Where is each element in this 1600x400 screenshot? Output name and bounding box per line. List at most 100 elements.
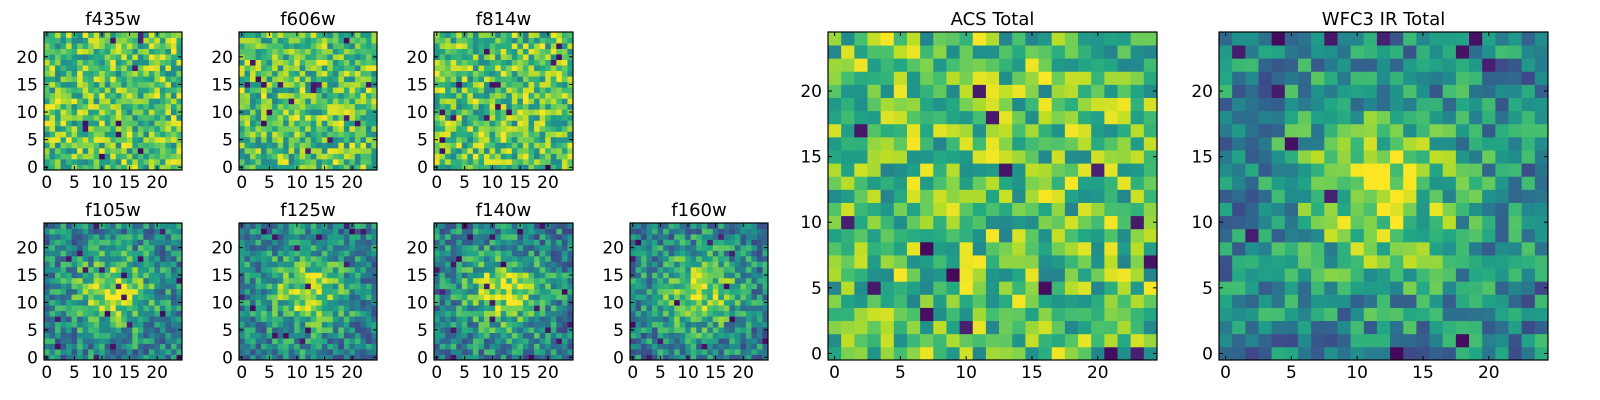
heatmap-cell xyxy=(511,109,518,116)
heatmap-cell xyxy=(434,87,440,94)
heatmap-cell xyxy=(170,255,177,262)
heatmap-cell xyxy=(472,288,479,295)
heatmap-cell xyxy=(478,48,485,55)
heatmap-cell xyxy=(751,223,758,229)
heatmap-cell xyxy=(550,349,557,355)
heatmap-cell xyxy=(354,158,361,165)
heatmap-cell xyxy=(472,250,479,257)
heatmap-cell xyxy=(99,327,106,333)
heatmap-cell xyxy=(461,76,468,83)
heatmap-cell xyxy=(88,223,95,229)
heatmap-cell xyxy=(450,250,457,257)
heatmap-cell xyxy=(332,250,339,257)
heatmap-cell xyxy=(99,233,106,240)
heatmap-cell xyxy=(104,299,111,306)
heatmap-cell xyxy=(723,277,730,284)
heatmap-cell xyxy=(299,299,306,306)
heatmap-cell xyxy=(567,277,574,284)
heatmap-cell xyxy=(343,305,350,312)
heatmap-cell xyxy=(310,250,317,257)
heatmap-cell xyxy=(310,125,317,132)
heatmap-cell xyxy=(299,310,306,317)
heatmap-cell xyxy=(690,294,697,301)
heatmap-cell xyxy=(121,65,128,72)
heatmap-cell xyxy=(729,223,736,229)
heatmap-cell xyxy=(354,98,361,105)
heatmap-cell xyxy=(99,294,106,301)
heatmap-cell xyxy=(484,37,490,44)
heatmap-cell xyxy=(299,266,306,273)
heatmap-cell xyxy=(489,147,496,154)
heatmap-cell xyxy=(718,272,725,279)
heatmap-cell xyxy=(478,299,485,306)
heatmap-cell xyxy=(450,59,457,66)
heatmap-cell xyxy=(1012,294,1026,308)
heatmap-cell xyxy=(148,153,155,160)
heatmap-cell xyxy=(652,288,658,295)
heatmap-cell xyxy=(762,261,769,268)
heatmap-cell xyxy=(360,338,367,344)
heatmap-cell xyxy=(354,70,361,77)
heatmap-cell xyxy=(121,87,128,94)
heatmap-cell xyxy=(478,255,485,262)
heatmap-cell xyxy=(176,158,183,165)
heatmap-cell xyxy=(854,163,868,177)
heatmap-cell xyxy=(310,103,317,110)
heatmap-cell xyxy=(841,189,855,203)
heatmap-cell xyxy=(255,349,262,355)
heatmap-cell xyxy=(176,43,183,49)
heatmap-cell xyxy=(1104,268,1118,282)
heatmap-cell xyxy=(456,59,463,66)
heatmap-cell xyxy=(115,158,122,165)
heatmap-cell xyxy=(148,332,155,339)
heatmap-cell xyxy=(305,131,312,138)
heatmap-cell xyxy=(283,158,290,165)
heatmap-cell xyxy=(82,164,89,171)
heatmap-cell xyxy=(365,255,372,262)
heatmap-cell xyxy=(495,32,502,38)
heatmap-cells xyxy=(434,32,574,171)
heatmap-cell xyxy=(115,228,122,235)
heatmap-cell xyxy=(60,136,67,143)
heatmap-cell xyxy=(522,114,529,121)
heatmap-cell xyxy=(641,321,647,328)
heatmap-cell xyxy=(729,272,736,279)
heatmap-cell xyxy=(283,283,290,290)
heatmap-cell xyxy=(49,87,56,94)
heatmap-cell xyxy=(321,321,328,328)
heatmap-cell xyxy=(528,239,535,246)
heatmap-cell xyxy=(461,81,468,88)
heatmap-cell xyxy=(500,266,507,273)
heatmap-cell xyxy=(148,327,155,333)
heatmap-cell xyxy=(635,321,642,328)
heatmap-cell xyxy=(44,43,50,49)
heatmap-cell xyxy=(1012,241,1026,256)
heatmap-cell xyxy=(456,272,463,279)
heatmap-cell xyxy=(349,48,356,55)
heatmap-cell xyxy=(762,321,769,328)
heatmap-cell xyxy=(1104,215,1118,230)
heatmap-cell xyxy=(522,305,529,312)
heatmap-cell xyxy=(679,321,686,328)
heatmap-cell xyxy=(60,48,67,55)
heatmap-cell xyxy=(959,255,974,269)
heatmap-cell xyxy=(305,109,312,116)
heatmap-cell xyxy=(176,288,183,295)
heatmap-cell xyxy=(132,87,139,94)
heatmap-cell xyxy=(920,333,934,348)
heatmap-cell xyxy=(528,103,535,110)
heatmap-cell xyxy=(244,65,251,72)
heatmap-cell xyxy=(44,305,50,312)
heatmap-cell xyxy=(170,283,177,290)
heatmap-cell xyxy=(272,136,279,143)
heatmap-cell xyxy=(71,109,78,116)
heatmap-cell xyxy=(154,103,161,110)
heatmap-cell xyxy=(77,310,84,317)
heatmap-cell xyxy=(545,299,552,306)
heatmap-cell xyxy=(495,288,502,295)
heatmap-cell xyxy=(239,158,245,165)
heatmap-cell xyxy=(841,176,855,190)
heatmap-cell xyxy=(867,202,882,217)
heatmap-cell xyxy=(104,266,111,273)
heatmap-cell xyxy=(255,32,262,38)
